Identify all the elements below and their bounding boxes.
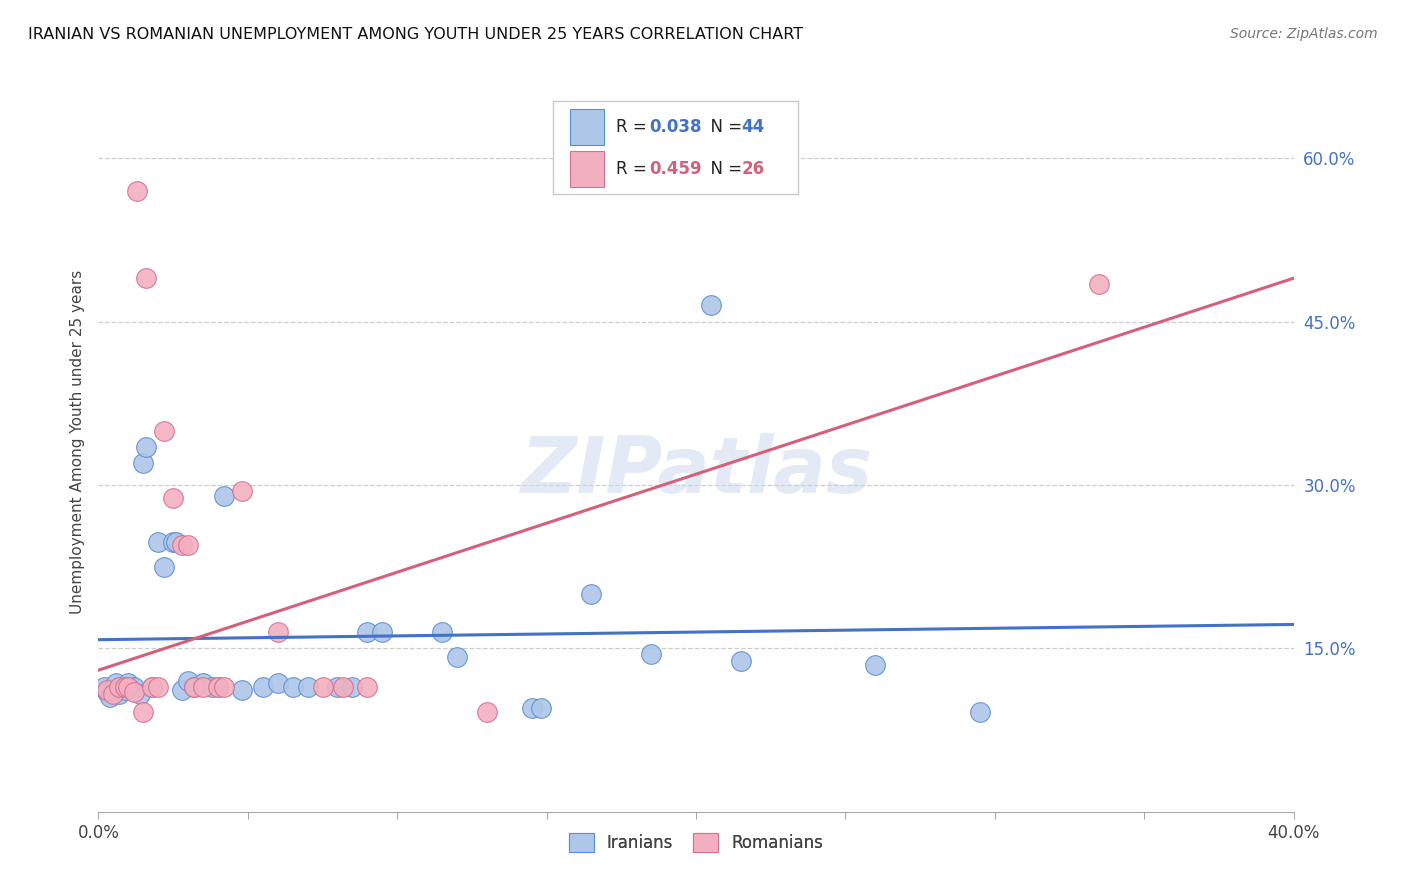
Point	[530, 701, 553, 715]
Point	[96, 682, 118, 697]
Point	[581, 587, 603, 601]
Point	[153, 559, 176, 574]
Point	[207, 680, 229, 694]
Point	[177, 674, 200, 689]
FancyBboxPatch shape	[553, 101, 797, 194]
Point	[153, 424, 176, 438]
Point	[191, 680, 214, 694]
Point	[207, 680, 229, 694]
Point	[111, 680, 134, 694]
Point	[114, 682, 136, 697]
Point	[311, 680, 333, 694]
Text: N =: N =	[700, 118, 747, 136]
Point	[326, 680, 349, 694]
Point	[640, 647, 662, 661]
Point	[332, 680, 354, 694]
Text: R =: R =	[616, 160, 652, 178]
Point	[132, 456, 155, 470]
Point	[446, 650, 468, 665]
Point	[117, 676, 139, 690]
Point	[124, 685, 146, 699]
Point	[371, 625, 394, 640]
Point	[98, 690, 122, 705]
Point	[117, 680, 139, 694]
Point	[177, 538, 200, 552]
Point	[730, 655, 752, 669]
Point	[520, 701, 543, 715]
Point	[267, 676, 290, 690]
Point	[135, 271, 157, 285]
Text: IRANIAN VS ROMANIAN UNEMPLOYMENT AMONG YOUTH UNDER 25 YEARS CORRELATION CHART: IRANIAN VS ROMANIAN UNEMPLOYMENT AMONG Y…	[28, 27, 803, 42]
Point	[148, 680, 170, 694]
Bar	[571, 109, 605, 145]
Point	[108, 687, 131, 701]
Point	[135, 440, 157, 454]
Point	[165, 534, 187, 549]
Point	[356, 680, 378, 694]
Text: 44: 44	[741, 118, 765, 136]
Point	[103, 682, 125, 697]
Point	[969, 705, 991, 719]
Point	[124, 680, 146, 694]
Point	[141, 680, 163, 694]
Point	[281, 680, 304, 694]
Y-axis label: Unemployment Among Youth under 25 years: Unemployment Among Youth under 25 years	[69, 269, 84, 614]
Point	[105, 676, 128, 690]
Point	[93, 680, 115, 694]
Point	[342, 680, 364, 694]
Point	[183, 680, 205, 694]
Point	[267, 625, 290, 640]
Point	[162, 534, 184, 549]
Text: R =: R =	[616, 118, 652, 136]
Point	[231, 483, 253, 498]
Point	[96, 685, 118, 699]
Point	[1088, 277, 1111, 291]
Point	[114, 680, 136, 694]
Point	[127, 184, 149, 198]
Point	[172, 538, 194, 552]
Point	[212, 680, 235, 694]
Point	[162, 491, 184, 505]
Point	[356, 625, 378, 640]
Point	[700, 298, 723, 312]
Point	[231, 682, 253, 697]
Point	[212, 489, 235, 503]
Text: 0.459: 0.459	[650, 160, 702, 178]
Text: 0.038: 0.038	[650, 118, 702, 136]
Point	[430, 625, 453, 640]
Point	[475, 705, 498, 719]
Point	[201, 680, 224, 694]
Point	[132, 705, 155, 719]
Bar	[571, 152, 605, 186]
Point	[191, 676, 214, 690]
Text: Source: ZipAtlas.com: Source: ZipAtlas.com	[1230, 27, 1378, 41]
Text: ZIPatlas: ZIPatlas	[520, 434, 872, 509]
Point	[252, 680, 274, 694]
Point	[129, 687, 152, 701]
Point	[172, 682, 194, 697]
Point	[108, 680, 131, 694]
Point	[865, 657, 887, 672]
Point	[297, 680, 319, 694]
Point	[148, 534, 170, 549]
Legend: Iranians, Romanians: Iranians, Romanians	[562, 826, 830, 859]
Text: N =: N =	[700, 160, 747, 178]
Text: 26: 26	[741, 160, 765, 178]
Point	[141, 680, 163, 694]
Point	[183, 680, 205, 694]
Point	[103, 687, 125, 701]
